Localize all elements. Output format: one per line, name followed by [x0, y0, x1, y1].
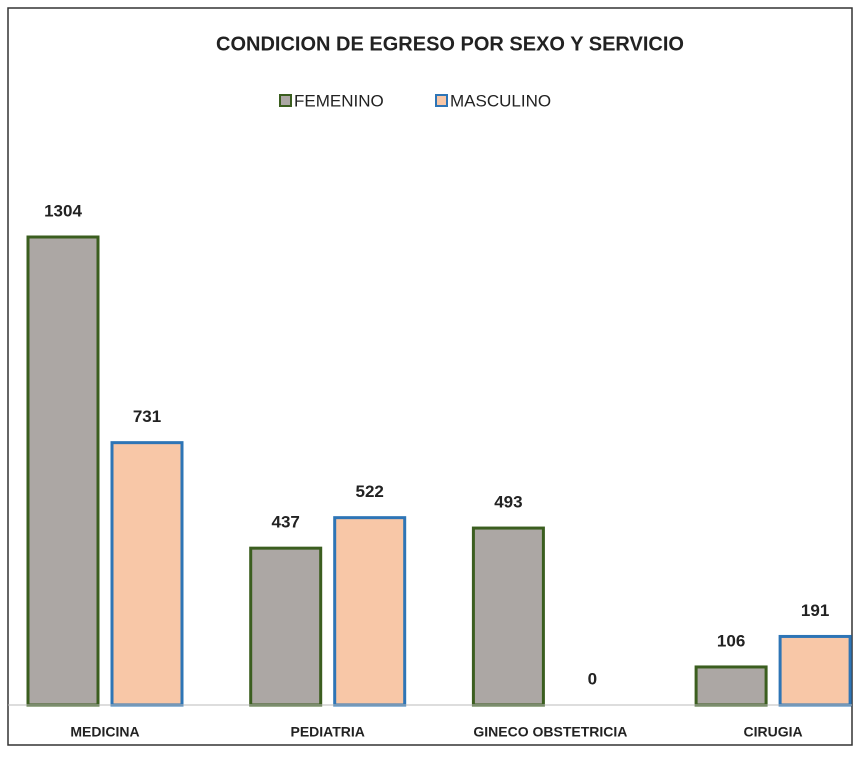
bar	[333, 516, 407, 707]
bar	[249, 546, 323, 707]
legend-label: MASCULINO	[450, 91, 551, 110]
bar	[778, 634, 852, 707]
legend-swatch	[435, 94, 448, 107]
chart-title: CONDICION DE EGRESO POR SEXO Y SERVICIO	[216, 33, 684, 55]
data-label: 437	[272, 513, 300, 532]
legend-label: FEMENINO	[294, 91, 384, 110]
bar	[694, 665, 768, 707]
bar	[471, 526, 545, 707]
legend-swatch	[279, 94, 292, 107]
bar	[110, 441, 184, 707]
data-label: 493	[494, 493, 522, 512]
bar	[26, 235, 100, 707]
data-label: 106	[717, 631, 745, 650]
data-label: 1304	[44, 201, 82, 220]
x-tick-label: CIRUGIA	[744, 724, 803, 740]
x-tick-label: PEDIATRIA	[290, 724, 364, 740]
data-label: 522	[356, 482, 384, 501]
x-tick-label: MEDICINA	[70, 724, 139, 740]
data-label: 0	[588, 669, 597, 688]
data-label: 191	[801, 601, 829, 620]
x-tick-label: GINECO OBSTETRICIA	[473, 724, 627, 740]
data-label: 731	[133, 407, 161, 426]
